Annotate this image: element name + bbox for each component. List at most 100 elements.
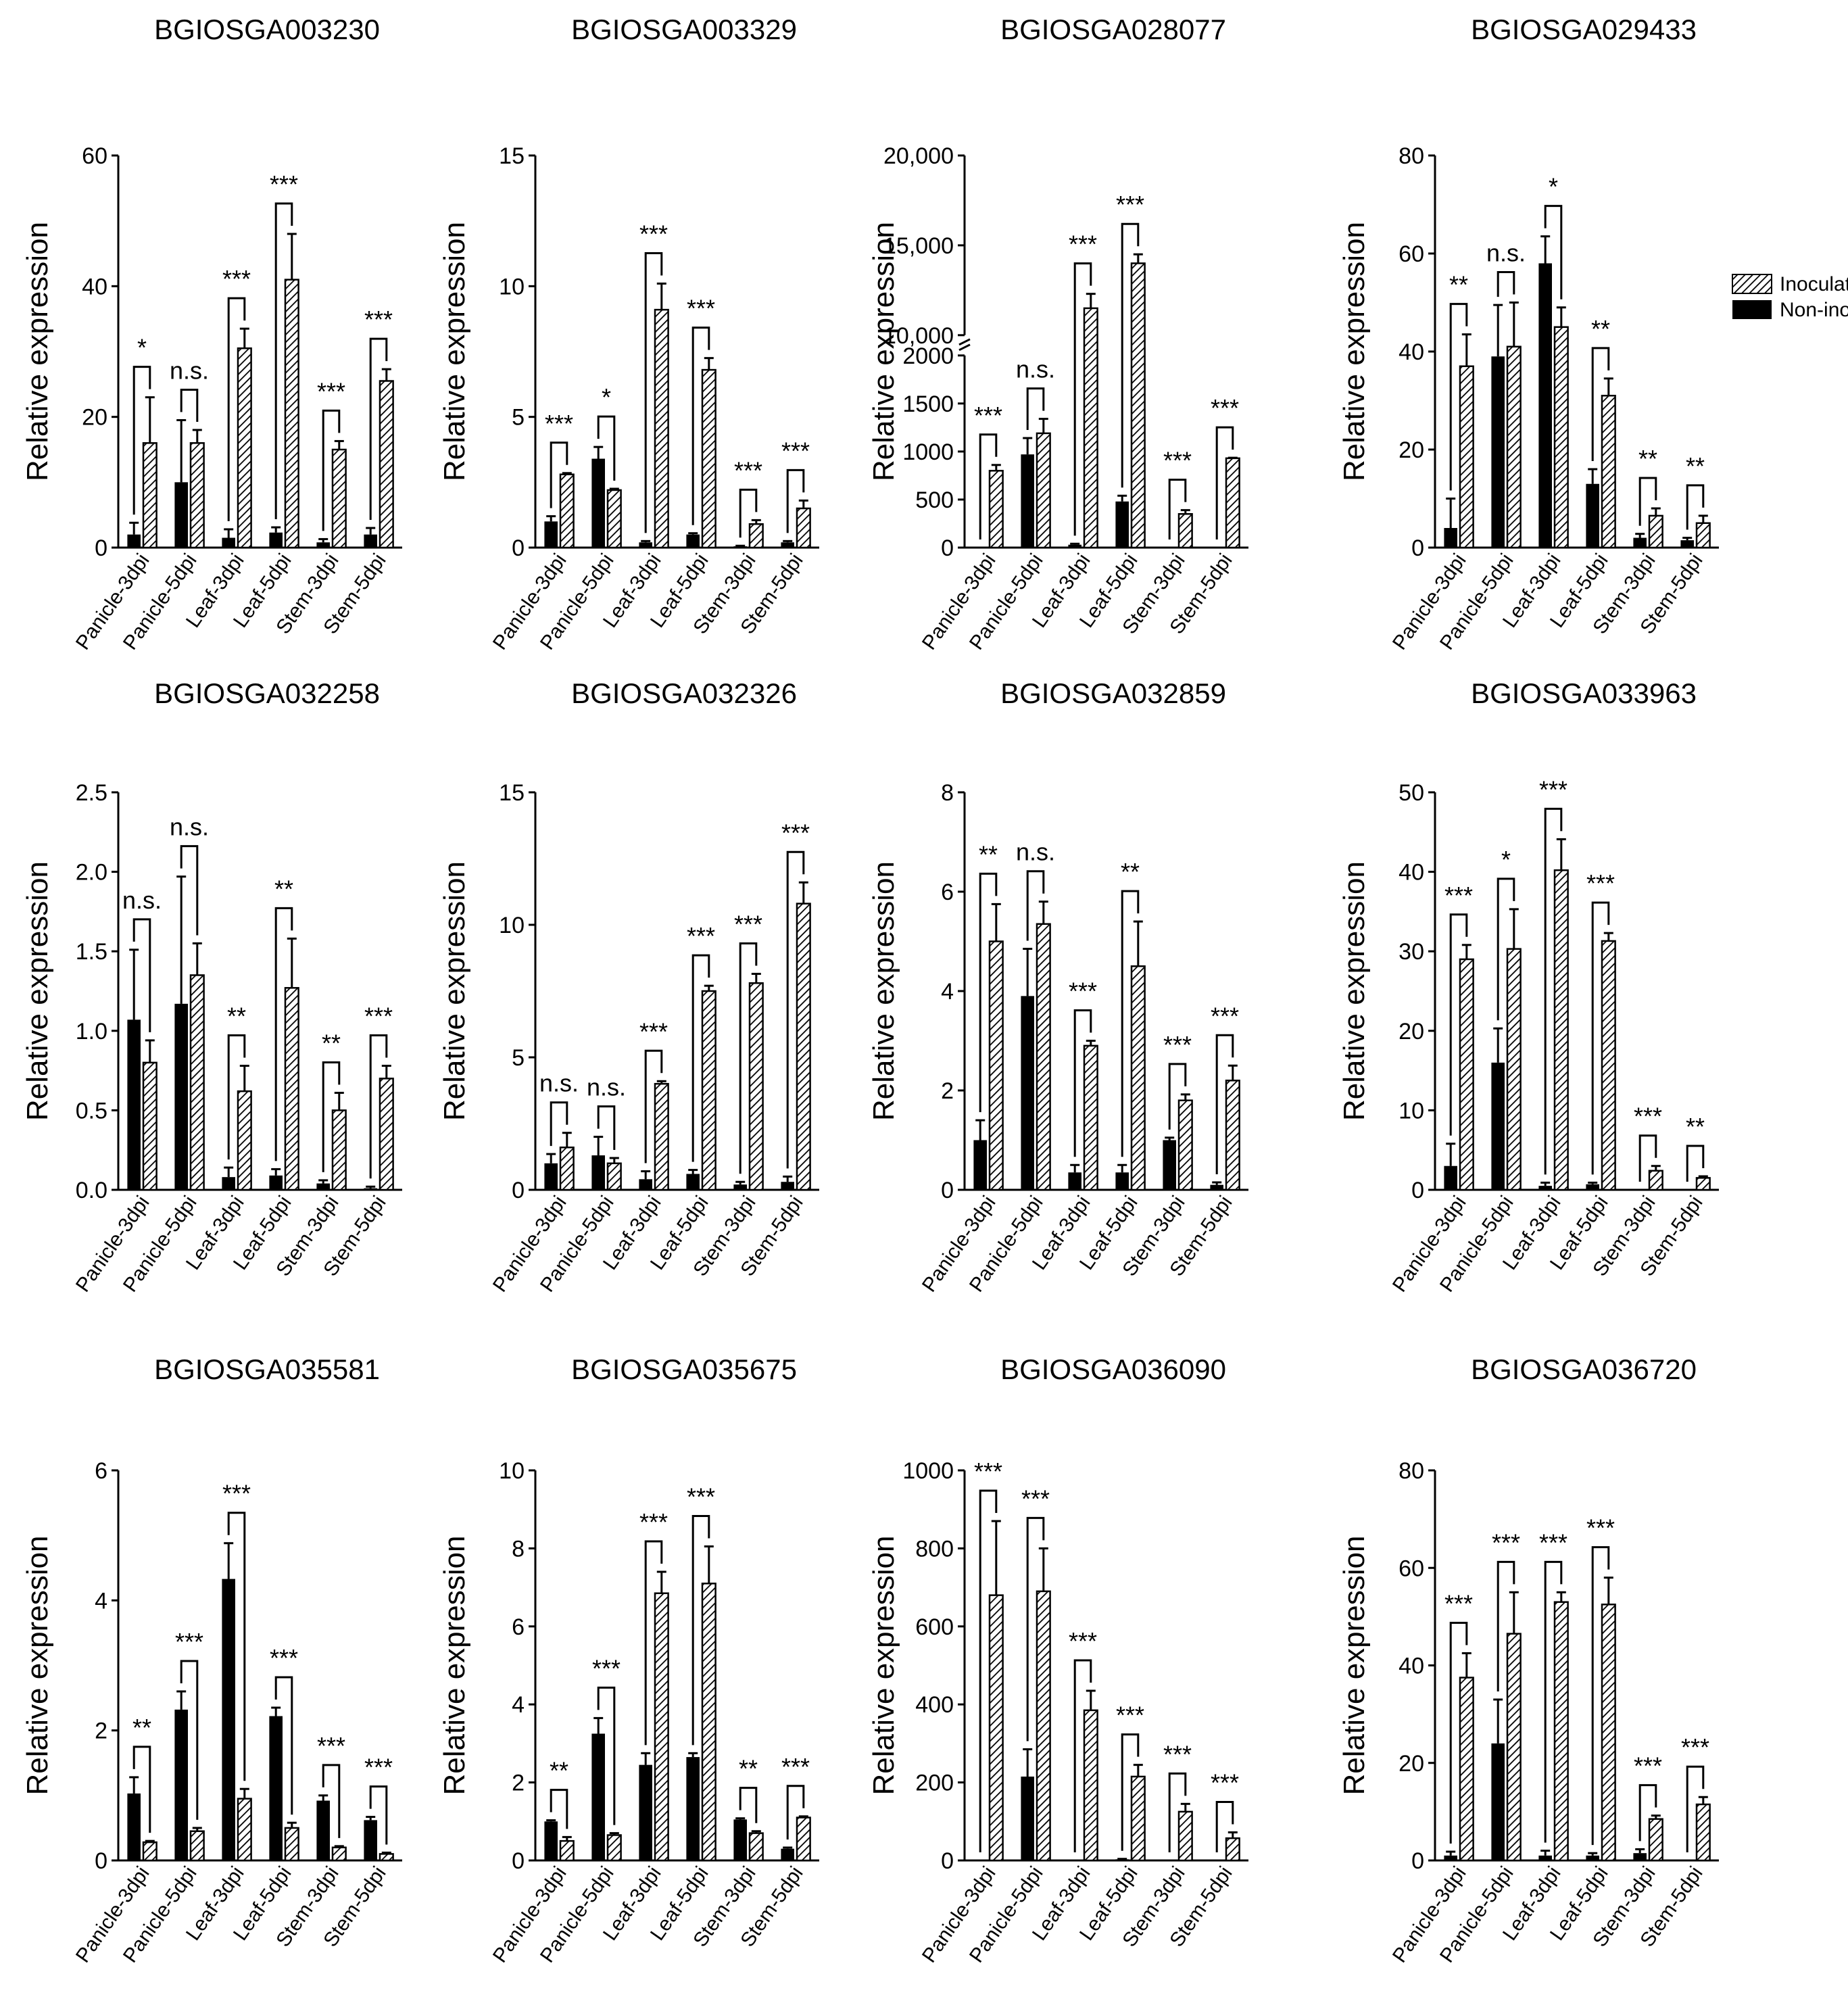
bar-inoculated — [284, 1827, 299, 1862]
bar-inoculated — [1225, 1080, 1240, 1191]
y-tick-label: 60 — [82, 143, 107, 169]
significance-bracket — [274, 1676, 293, 1815]
significance-label: ** — [132, 1714, 151, 1741]
y-tick-label: 40 — [1399, 1654, 1424, 1679]
y-axis-label: Relative expression — [21, 222, 54, 481]
significance-bracket — [1168, 1063, 1187, 1130]
significance-bracket — [1073, 1659, 1092, 1852]
bar-non-inoculated — [316, 1183, 330, 1190]
significance-bracket — [597, 415, 616, 481]
significance-bracket — [979, 433, 998, 539]
bar-non-inoculated — [222, 1177, 235, 1190]
significance-label: *** — [1211, 1002, 1239, 1030]
bar-inoculated — [1130, 965, 1146, 1191]
y-tick-label: 0 — [512, 535, 525, 561]
bar-inoculated — [189, 442, 205, 549]
y-tick-label: 5 — [512, 1045, 525, 1071]
significance-label: *** — [364, 306, 393, 333]
chart-title: BGIOSGA036720 — [1471, 1353, 1697, 1385]
significance-label: *** — [270, 1644, 298, 1672]
bar-non-inoculated — [1633, 537, 1647, 548]
chart-panel: BGIOSGA036090 Relative expression 0 200 400 6… — [867, 1353, 1248, 1967]
bar-inoculated — [748, 523, 764, 549]
significance-bracket — [180, 1660, 199, 1820]
significance-bracket — [1449, 1621, 1468, 1844]
y-axis-label: Relative expression — [1338, 1536, 1371, 1796]
chart-title: BGIOSGA003230 — [154, 14, 380, 45]
bar-inoculated — [796, 507, 811, 549]
bar-inoculated — [1083, 1709, 1098, 1862]
significance-bracket — [1215, 1800, 1234, 1852]
significance-bracket — [786, 1785, 805, 1839]
y-tick-label: 20 — [82, 405, 107, 431]
significance-bracket — [1168, 479, 1187, 539]
y-tick-label: 500 — [915, 487, 954, 513]
y-tick-label: 1000 — [902, 1458, 954, 1484]
significance-bracket — [369, 1785, 388, 1845]
bar-non-inoculated — [1068, 1172, 1081, 1190]
y-tick-label: 30 — [1399, 939, 1424, 965]
bar-inoculated — [1083, 1044, 1098, 1191]
significance-label: *** — [639, 220, 668, 247]
bar-non-inoculated — [1021, 454, 1034, 548]
y-tick-label: 80 — [1399, 1458, 1424, 1484]
significance-label: *** — [317, 1732, 345, 1760]
bar-inoculated — [331, 1846, 347, 1862]
significance-label: *** — [734, 456, 762, 484]
significance-bracket — [1073, 262, 1092, 536]
significance-label: ** — [1591, 315, 1610, 343]
significance-label: *** — [1163, 1740, 1192, 1768]
bar-non-inoculated — [1444, 1855, 1457, 1860]
y-axis-label: Relative expression — [438, 1536, 471, 1796]
axis-break-mark — [958, 338, 971, 346]
significance-label: * — [1549, 173, 1558, 201]
bar-non-inoculated — [364, 1188, 377, 1190]
bar-non-inoculated — [781, 1848, 794, 1860]
significance-bracket — [1544, 1560, 1563, 1843]
significance-bracket — [274, 202, 293, 520]
bar-non-inoculated — [1538, 1186, 1552, 1190]
bar-inoculated — [1601, 1604, 1616, 1862]
y-tick-label: 60 — [1399, 241, 1424, 267]
bar-inoculated — [1225, 1837, 1240, 1862]
bar-non-inoculated — [1068, 544, 1081, 548]
bar-inoculated — [1601, 940, 1616, 1191]
bar-non-inoculated — [544, 1163, 558, 1190]
significance-label: ** — [739, 1755, 758, 1783]
significance-label: *** — [1586, 1514, 1615, 1542]
y-axis-label: Relative expression — [867, 1536, 900, 1796]
bar-non-inoculated — [686, 1174, 700, 1190]
significance-bracket — [1544, 205, 1563, 299]
bar-inoculated — [284, 987, 299, 1191]
chart-panel: BGIOSGA033963 Relative expression 0 10 20 30 4… — [1338, 677, 1719, 1296]
significance-bracket — [550, 1789, 568, 1829]
significance-bracket — [1638, 1784, 1657, 1842]
bar-inoculated — [1225, 457, 1240, 549]
significance-bracket — [1686, 484, 1705, 530]
significance-label: *** — [1069, 231, 1097, 258]
significance-bracket — [739, 488, 758, 538]
bar-inoculated — [1506, 948, 1522, 1191]
significance-bracket — [1449, 913, 1468, 1136]
bar-non-inoculated — [364, 534, 377, 548]
significance-label: n.s. — [539, 1069, 579, 1097]
significance-label: *** — [222, 1480, 251, 1508]
significance-bracket — [691, 954, 710, 1162]
bar-inoculated — [1695, 1177, 1711, 1191]
bar-inoculated — [654, 1082, 669, 1191]
significance-label: *** — [687, 922, 715, 950]
y-tick-label: 6 — [95, 1458, 107, 1484]
bar-inoculated — [1695, 522, 1711, 549]
y-tick-label: 40 — [1399, 339, 1424, 365]
bar-inoculated — [1083, 307, 1098, 549]
significance-bracket — [1026, 870, 1045, 941]
significance-label: n.s. — [1016, 356, 1055, 383]
significance-label: ** — [1686, 452, 1705, 480]
bar-inoculated — [379, 380, 394, 549]
significance-label: n.s. — [587, 1074, 626, 1101]
significance-bracket — [1026, 387, 1045, 431]
bar-non-inoculated — [639, 1179, 652, 1190]
significance-bracket — [644, 1540, 663, 1746]
